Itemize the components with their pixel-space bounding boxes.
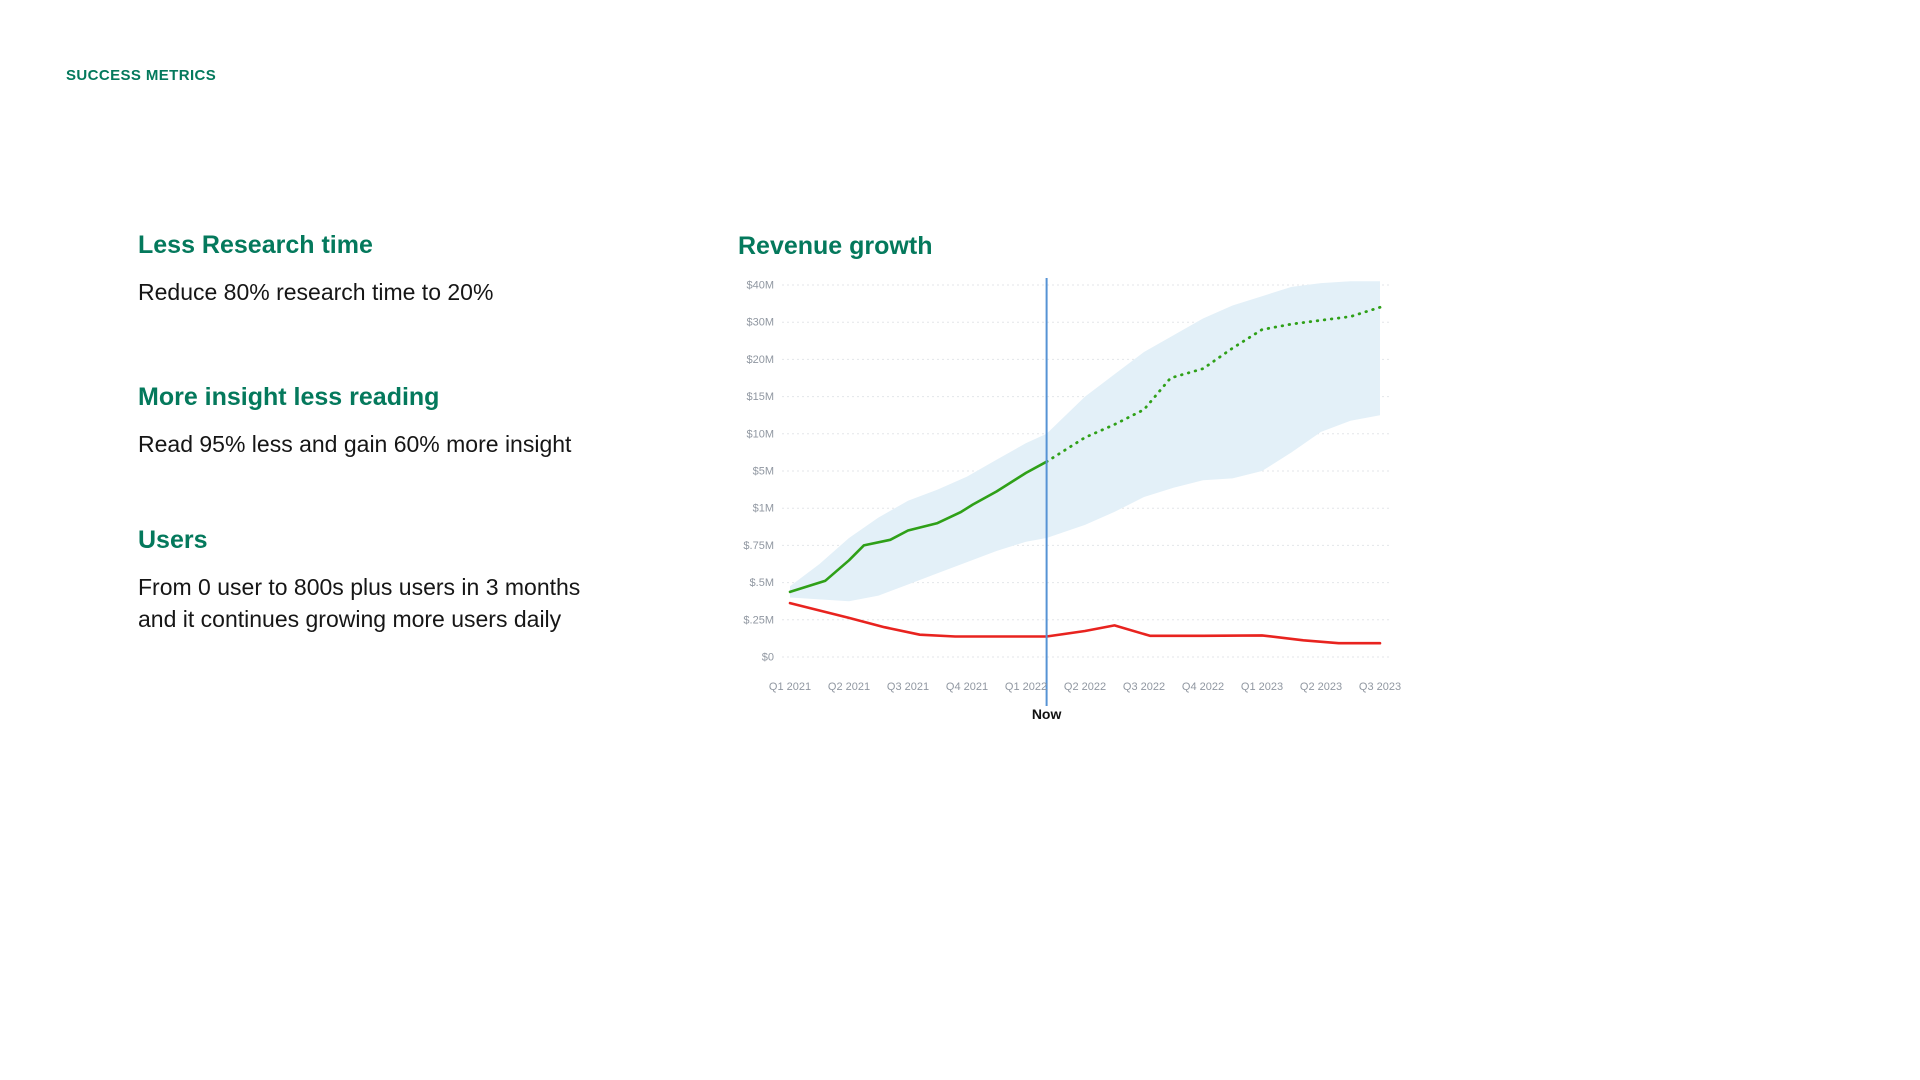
- y-tick-label: $.5M: [750, 577, 774, 589]
- y-tick-label: $20M: [746, 354, 774, 366]
- y-tick-label: $40M: [746, 280, 774, 292]
- x-tick-label: Q3 2023: [1359, 681, 1401, 693]
- y-tick-label: $5M: [753, 466, 774, 478]
- metric-body: Reduce 80% research time to 20%: [138, 279, 494, 306]
- green-line-actual: [788, 460, 1048, 594]
- x-tick-label: Q4 2021: [946, 681, 988, 693]
- x-tick-label: Q1 2021: [769, 681, 811, 693]
- metric-title: Less Research time: [138, 231, 373, 259]
- metric-body: From 0 user to 800s plus users in 3 mont…: [138, 574, 581, 632]
- x-axis: Q1 2021 Q2 2021 Q3 2021 Q4 2021 Q1 2022 Q2 20…: [769, 681, 1401, 693]
- now-label: Now: [1032, 706, 1062, 722]
- slide-eyebrow: SUCCESS METRICS: [66, 67, 217, 84]
- metric-title: Users: [138, 526, 208, 554]
- y-tick-label: $30M: [746, 317, 774, 329]
- x-tick-label: Q2 2021: [828, 681, 870, 693]
- red-line: [788, 601, 1382, 645]
- x-tick-label: Q4 2022: [1182, 681, 1224, 693]
- metric-more-insight: More insight less reading Read 95% less …: [138, 382, 583, 461]
- y-tick-label: $.25M: [743, 614, 774, 626]
- x-tick-label: Q1 2023: [1241, 681, 1283, 693]
- x-tick-label: Q1 2022: [1005, 681, 1047, 693]
- metric-title: More insight less reading: [138, 383, 440, 411]
- y-tick-label: $0: [762, 652, 774, 664]
- y-tick-label: $10M: [746, 428, 774, 440]
- x-tick-label: Q3 2021: [887, 681, 929, 693]
- y-tick-label: $1M: [753, 503, 774, 515]
- x-tick-label: Q2 2023: [1300, 681, 1342, 693]
- x-tick-label: Q3 2022: [1123, 681, 1165, 693]
- metric-users: Users From 0 user to 800s plus users in …: [138, 525, 583, 636]
- chart-title: Revenue growth: [738, 232, 933, 260]
- revenue-growth-chart-area: $0 $.25M $.5M $.75M $1M $5M $10M $15M $20M $30M $4…: [730, 270, 1402, 735]
- x-tick-label: Q2 2022: [1064, 681, 1106, 693]
- revenue-growth-chart: $0 $.25M $.5M $.75M $1M $5M $10M $15M $20M $30M $4…: [743, 278, 1401, 722]
- y-tick-label: $.75M: [743, 540, 774, 552]
- projection-range-band: [790, 281, 1380, 602]
- metric-less-research-time: Less Research time Reduce 80% research t…: [138, 230, 583, 309]
- metric-body: Read 95% less and gain 60% more insight: [138, 431, 572, 458]
- green-line-projected: [1045, 305, 1382, 464]
- y-tick-label: $15M: [746, 391, 774, 403]
